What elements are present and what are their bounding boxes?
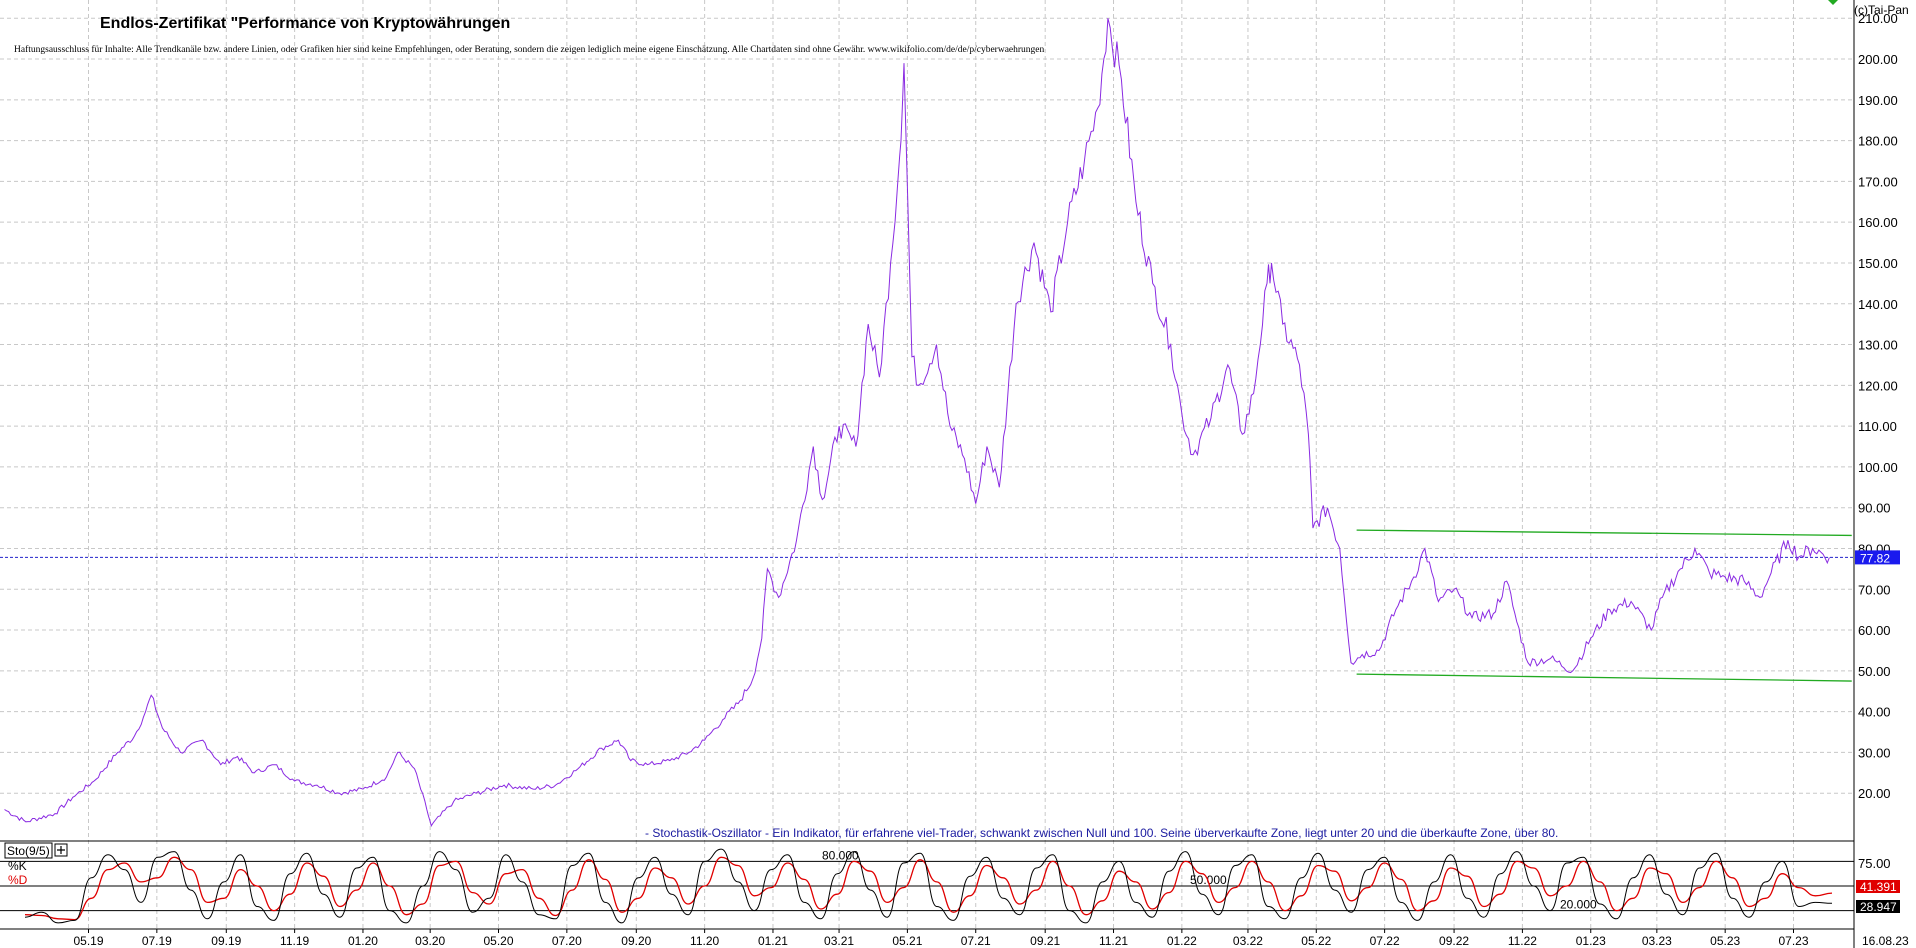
price-tick-label: 180.00 xyxy=(1858,134,1898,149)
price-panel: 20.0030.0040.0050.0060.0070.0080.0090.00… xyxy=(0,0,1909,929)
stochastic-levels: 80.000 50.000 20.000 xyxy=(0,848,1854,912)
price-tick-label: 60.00 xyxy=(1858,623,1891,638)
legend-percent-k: %K xyxy=(8,859,27,873)
chart-title: Endlos-Zertifikat "Performance von Krypt… xyxy=(100,15,510,32)
stochastic-axis-tick: 75.00 xyxy=(1858,856,1891,871)
price-tick-label: 200.00 xyxy=(1858,52,1898,67)
price-tick-label: 30.00 xyxy=(1858,745,1891,760)
indicator-name: Sto(9/5) xyxy=(7,844,50,858)
date-tick-label: 05.22 xyxy=(1301,934,1331,948)
stochastic-value-badges: 41.391 28.947 xyxy=(1856,880,1900,914)
date-tick-label: 03.20 xyxy=(415,934,445,948)
date-axis: 05.19 07.19 09.19 11.19 01.20 03.20 05.20 07.20… xyxy=(0,928,1909,948)
date-tick-label: 03.23 xyxy=(1642,934,1672,948)
price-tick-label: 160.00 xyxy=(1858,215,1898,230)
price-tick-label: 70.00 xyxy=(1858,582,1891,597)
date-tick-label: 07.20 xyxy=(552,934,582,948)
date-tick-label: 05.23 xyxy=(1710,934,1740,948)
price-tick-label: 150.00 xyxy=(1858,256,1898,271)
channel-line xyxy=(1356,529,1852,537)
date-tick-label: 11.22 xyxy=(1508,934,1537,948)
stochastic-panel: 80.000 50.000 20.000 - Stochastik-Oszillat… xyxy=(0,826,1900,924)
channel-line xyxy=(1356,673,1852,682)
trend-channel xyxy=(1356,529,1852,682)
date-ticks: 05.19 07.19 09.19 11.19 01.20 03.20 05.20 07.20… xyxy=(73,929,1809,948)
date-tick-label: 03.22 xyxy=(1233,934,1263,948)
stochastic-level-label: 80.000 xyxy=(822,848,859,862)
price-tick-label: 50.00 xyxy=(1858,664,1891,679)
date-tick-label: 07.23 xyxy=(1778,934,1808,948)
percent-d-value: 41.391 xyxy=(1860,880,1897,894)
date-tick-label: 03.21 xyxy=(824,934,854,948)
price-tick-label: 110.00 xyxy=(1858,419,1897,434)
date-tick-label: 01.23 xyxy=(1576,934,1606,948)
date-tick-label: 09.19 xyxy=(211,934,241,948)
date-tick-label: 05.19 xyxy=(73,934,103,948)
date-tick-label: 05.20 xyxy=(483,934,513,948)
price-tick-label: 130.00 xyxy=(1858,338,1898,353)
last-date-label: 16.08.23 xyxy=(1862,934,1909,948)
date-tick-label: 01.21 xyxy=(758,934,788,948)
last-price-label: 77.82 xyxy=(1860,551,1890,565)
price-tick-label: 140.00 xyxy=(1858,297,1898,312)
price-tick-label: 90.00 xyxy=(1858,501,1891,516)
date-tick-label: 09.22 xyxy=(1439,934,1469,948)
date-tick-label: 01.20 xyxy=(348,934,378,948)
price-tick-label: 20.00 xyxy=(1858,786,1891,801)
disclaimer-text: Haftungsausschluss für Inhalte: Alle Tre… xyxy=(14,44,1045,55)
price-tick-label: 210.00 xyxy=(1858,11,1898,26)
date-tick-label: 11.19 xyxy=(280,934,309,948)
percent-d-line xyxy=(24,856,1833,921)
date-tick-label: 07.21 xyxy=(961,934,991,948)
price-tick-label: 190.00 xyxy=(1858,93,1898,108)
stochastic-level-label: 20.000 xyxy=(1560,898,1597,912)
price-series-line xyxy=(4,18,1830,828)
indicator-name-box xyxy=(4,842,53,859)
price-axis: 20.0030.0040.0050.0060.0070.0080.0090.00… xyxy=(1858,11,1898,801)
stochastic-level-label: 50.000 xyxy=(1190,873,1227,887)
percent-d-badge xyxy=(1856,880,1900,893)
date-tick-label: 05.21 xyxy=(892,934,922,948)
stochastic-description: - Stochastik-Oszillator - Ein Indikator,… xyxy=(645,826,1558,840)
price-tick-label: 100.00 xyxy=(1858,460,1898,475)
date-tick-label: 01.22 xyxy=(1167,934,1197,948)
price-grid xyxy=(0,0,1854,929)
plus-icon xyxy=(57,846,65,854)
date-tick-label: 09.20 xyxy=(621,934,651,948)
corner-marker-icon xyxy=(1828,0,1838,5)
date-tick-label: 11.20 xyxy=(690,934,719,948)
date-tick-label: 09.21 xyxy=(1030,934,1060,948)
date-tick-label: 11.21 xyxy=(1099,934,1128,948)
last-price-badge xyxy=(1855,550,1900,565)
copyright-label: (c)Tai-Pan xyxy=(1854,3,1909,17)
percent-k-line xyxy=(24,848,1833,924)
date-tick-label: 07.19 xyxy=(142,934,172,948)
legend-percent-d: %D xyxy=(8,873,28,887)
percent-k-value: 28.947 xyxy=(1860,900,1897,914)
percent-k-badge xyxy=(1856,900,1900,913)
price-tick-label: 170.00 xyxy=(1858,174,1898,189)
date-tick-label: 07.22 xyxy=(1370,934,1400,948)
price-tick-label: 120.00 xyxy=(1858,378,1898,393)
price-tick-label: 40.00 xyxy=(1858,705,1891,720)
